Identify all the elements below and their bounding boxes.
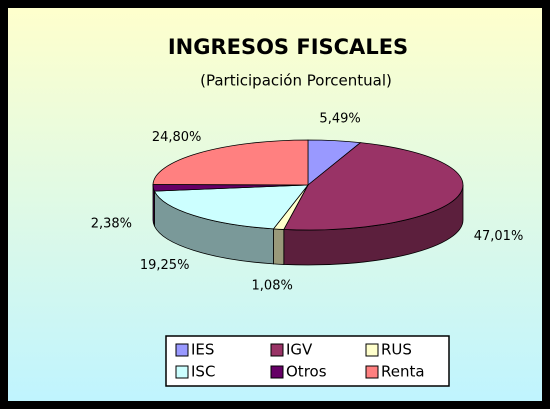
chart-subtitle: (Participación Porcentual) — [200, 72, 392, 90]
pie-slice — [283, 142, 464, 231]
pie-slice — [153, 184, 309, 230]
legend-label: Otros — [286, 363, 327, 381]
legend-box — [165, 335, 450, 387]
legend-swatch — [175, 343, 189, 357]
value-label: 24,80% — [152, 130, 202, 145]
legend-swatch — [270, 365, 284, 379]
legend: IES IGV RUS ISC Otros Renta — [165, 335, 450, 387]
value-labels: 5,49% 47,01% 1,08% 19,25% 2,38% 24,80% — [91, 111, 524, 293]
pie-slice-side — [273, 228, 285, 265]
value-label: 2,38% — [91, 217, 132, 232]
legend-label: ISC — [191, 363, 215, 381]
chart-title: INGRESOS FISCALES — [168, 35, 408, 59]
pie-slice — [152, 139, 309, 186]
legend-label: RUS — [381, 341, 412, 359]
legend-swatch — [175, 365, 189, 379]
value-label: 47,01% — [474, 229, 524, 244]
legend-swatch — [270, 343, 284, 357]
value-label: 1,08% — [252, 278, 293, 293]
legend-label: Renta — [381, 363, 425, 381]
legend-swatch — [365, 343, 379, 357]
value-label: 19,25% — [140, 258, 190, 273]
legend-label: IGV — [286, 341, 313, 359]
legend-swatch — [365, 365, 379, 379]
value-label: 5,49% — [319, 111, 360, 126]
pie-tops — [152, 139, 464, 231]
legend-label: IES — [191, 341, 214, 359]
